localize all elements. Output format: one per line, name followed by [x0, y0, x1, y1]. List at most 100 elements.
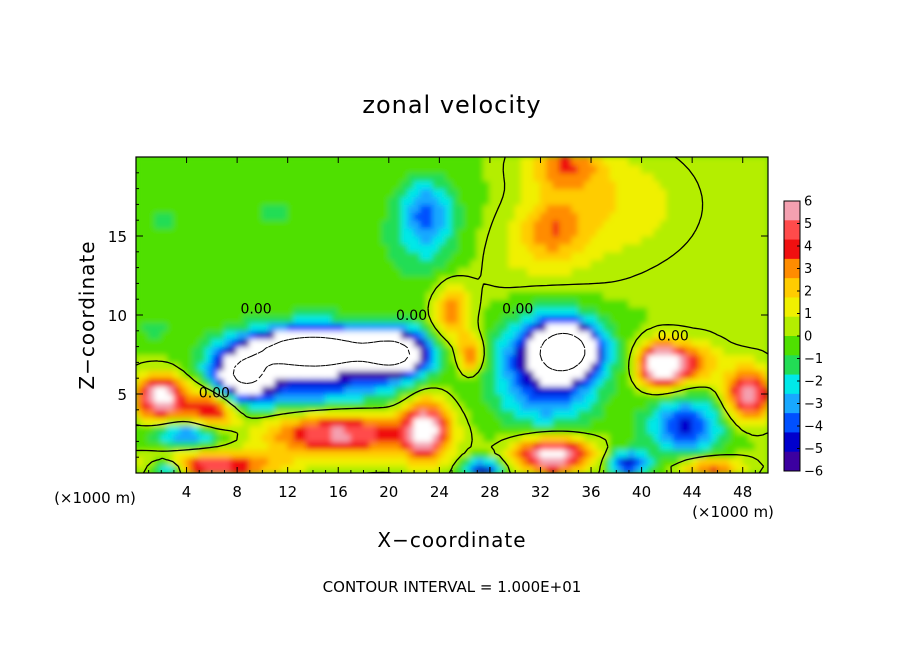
field-cell: [426, 322, 434, 332]
field-cell: [641, 180, 649, 190]
field-cell: [590, 298, 598, 308]
field-cell: [641, 290, 649, 300]
field-cell: [754, 251, 763, 261]
field-cell: [748, 361, 756, 371]
field-cell: [148, 235, 156, 245]
field-cell: [356, 361, 365, 371]
field-cell: [419, 219, 428, 229]
field-cell: [160, 448, 169, 458]
field-cell: [413, 211, 421, 221]
field-cell: [697, 282, 706, 292]
field-cell: [748, 274, 756, 284]
field-cell: [641, 361, 649, 371]
field-cell: [407, 211, 415, 221]
field-cell: [280, 440, 289, 450]
field-cell: [685, 440, 693, 450]
field-cell: [590, 274, 598, 284]
field-cell: [527, 195, 535, 205]
field-cell: [464, 188, 472, 198]
field-cell: [318, 274, 327, 284]
field-cell: [653, 322, 662, 332]
field-cell: [603, 401, 611, 411]
field-cell: [754, 235, 763, 245]
field-cell: [647, 235, 655, 245]
field-cell: [287, 290, 295, 300]
field-cell: [438, 353, 447, 363]
field-cell: [615, 251, 624, 261]
field-cell: [381, 464, 390, 473]
field-cell: [438, 188, 447, 198]
field-cell: [483, 409, 491, 419]
field-cell: [236, 211, 245, 221]
field-cell: [565, 448, 573, 458]
field-cell: [388, 322, 396, 332]
field-cell: [394, 267, 403, 277]
field-cell: [634, 219, 643, 229]
field-cell: [185, 456, 194, 466]
field-cell: [306, 227, 314, 237]
field-cell: [419, 448, 428, 458]
velocity-field: [136, 157, 768, 473]
field-cell: [672, 385, 681, 395]
field-cell: [293, 377, 301, 387]
field-cell: [476, 448, 485, 458]
field-cell: [388, 274, 396, 284]
field-cell: [527, 448, 535, 458]
field-cell: [242, 440, 251, 450]
field-cell: [666, 306, 674, 316]
field-cell: [249, 259, 257, 269]
field-cell: [419, 274, 428, 284]
field-cell: [350, 385, 358, 395]
field-cell: [400, 195, 409, 205]
field-cell: [520, 259, 529, 269]
field-cell: [198, 157, 207, 166]
field-cell: [546, 338, 554, 348]
field-cell: [565, 267, 573, 277]
field-cell: [641, 259, 649, 269]
field-cell: [185, 188, 194, 198]
field-cell: [672, 180, 681, 190]
field-cell: [154, 314, 162, 324]
field-cell: [546, 180, 554, 190]
field-cell: [249, 330, 257, 340]
field-cell: [400, 330, 409, 340]
field-cell: [204, 227, 213, 237]
field-cell: [438, 448, 447, 458]
field-cell: [552, 346, 561, 356]
field-cell: [350, 259, 358, 269]
field-cell: [356, 290, 365, 300]
field-cell: [596, 440, 605, 450]
field-cell: [527, 211, 535, 221]
field-cell: [445, 448, 453, 458]
field-cell: [647, 425, 655, 435]
field-cell: [445, 164, 453, 174]
field-cell: [173, 330, 181, 340]
field-cell: [653, 361, 662, 371]
field-cell: [141, 188, 150, 198]
field-cell: [678, 409, 687, 419]
field-cell: [179, 322, 188, 332]
field-cell: [590, 259, 598, 269]
field-cell: [584, 353, 592, 363]
field-cell: [615, 369, 624, 379]
field-cell: [388, 235, 396, 245]
field-cell: [514, 188, 523, 198]
field-cell: [148, 393, 156, 403]
field-cell: [735, 180, 744, 190]
field-cell: [546, 330, 554, 340]
field-cell: [514, 432, 523, 442]
field-cell: [331, 448, 339, 458]
field-cell: [748, 211, 756, 221]
field-cell: [565, 361, 573, 371]
field-cell: [179, 203, 188, 213]
field-cell: [501, 393, 510, 403]
field-cell: [723, 346, 731, 356]
field-cell: [754, 440, 763, 450]
field-cell: [697, 172, 706, 182]
field-cell: [508, 401, 516, 411]
field-cell: [179, 369, 188, 379]
field-cell: [356, 432, 365, 442]
field-cell: [438, 282, 447, 292]
field-cell: [729, 243, 737, 253]
field-cell: [293, 290, 301, 300]
